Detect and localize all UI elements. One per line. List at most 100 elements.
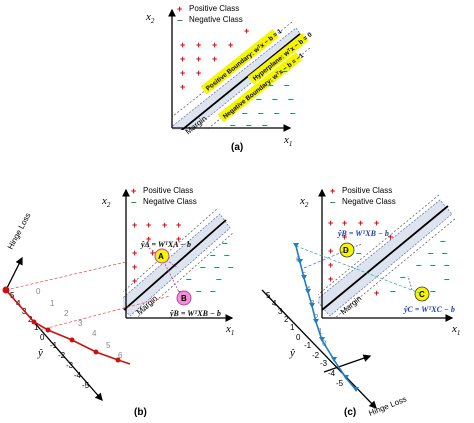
svg-text:-2: -2 bbox=[312, 351, 320, 360]
svg-text:+: + bbox=[328, 246, 333, 256]
svg-text:1: 1 bbox=[318, 327, 323, 336]
equation-a: ŷA = WᵀXA − b bbox=[140, 240, 191, 249]
svg-text:+: + bbox=[342, 232, 347, 242]
svg-text:+: + bbox=[132, 276, 137, 286]
legend: + Positive Class – Negative Class bbox=[330, 186, 396, 208]
positive-legend-marker: + bbox=[177, 4, 182, 14]
svg-text:+: + bbox=[132, 262, 137, 272]
svg-text:–: – bbox=[288, 94, 294, 105]
svg-text:2: 2 bbox=[28, 315, 33, 324]
svg-text:–: – bbox=[210, 250, 216, 261]
positive-points: + + + + + + + + + + bbox=[328, 218, 393, 298]
legend: + Positive Class – Negative Class bbox=[131, 186, 197, 208]
svg-text:+: + bbox=[131, 186, 136, 196]
loss-ticks: 012 345 6 bbox=[36, 287, 123, 360]
svg-text:-3: -3 bbox=[320, 359, 328, 368]
svg-text:–: – bbox=[444, 274, 450, 285]
caption-b: (b) bbox=[134, 407, 147, 418]
svg-text:–: – bbox=[224, 250, 230, 261]
svg-text:-1: -1 bbox=[50, 341, 58, 350]
negative-points: – – – – – – – – – – – – – bbox=[230, 66, 296, 131]
hyperplane-line bbox=[180, 33, 301, 130]
svg-text:+: + bbox=[244, 26, 249, 36]
hyperplane-line bbox=[123, 219, 227, 311]
svg-text:+: + bbox=[180, 68, 185, 78]
svg-text:-5: -5 bbox=[336, 379, 344, 388]
svg-text:+: + bbox=[196, 68, 201, 78]
svg-text:+: + bbox=[196, 54, 201, 64]
svg-text:Negative Class: Negative Class bbox=[143, 197, 197, 206]
svg-text:–: – bbox=[268, 80, 274, 91]
caption-c: (c) bbox=[344, 407, 356, 418]
svg-text:+: + bbox=[196, 40, 201, 50]
svg-text:+: + bbox=[212, 54, 217, 64]
svg-text:–: – bbox=[210, 286, 216, 297]
svg-text:+: + bbox=[180, 40, 185, 50]
svg-text:4: 4 bbox=[92, 329, 97, 338]
svg-text:+: + bbox=[180, 82, 185, 92]
svg-text:-4: -4 bbox=[328, 369, 336, 378]
svg-text:+: + bbox=[342, 218, 347, 228]
point-a-label: A bbox=[158, 252, 164, 261]
svg-text:+: + bbox=[328, 260, 333, 270]
svg-text:-3: -3 bbox=[66, 361, 74, 370]
y-hat-label: ŷ bbox=[37, 347, 43, 359]
svg-text:1: 1 bbox=[50, 299, 55, 308]
point-b-label: B bbox=[181, 294, 187, 303]
svg-text:Negative Class: Negative Class bbox=[342, 197, 396, 206]
caption-a: (a) bbox=[231, 142, 243, 153]
svg-text:–: – bbox=[430, 286, 436, 297]
svg-text:–: – bbox=[284, 80, 290, 91]
svg-text:–: – bbox=[246, 120, 252, 131]
svg-text:1: 1 bbox=[34, 323, 39, 332]
svg-text:–: – bbox=[222, 238, 228, 249]
svg-text:–: – bbox=[428, 248, 434, 259]
svg-text:–: – bbox=[228, 262, 234, 273]
svg-text:0: 0 bbox=[40, 333, 45, 342]
svg-text:2: 2 bbox=[314, 313, 319, 322]
svg-text:+: + bbox=[150, 248, 155, 258]
svg-text:-1: -1 bbox=[304, 341, 312, 350]
svg-text:3: 3 bbox=[78, 319, 83, 328]
svg-text:4: 4 bbox=[272, 299, 277, 308]
svg-text:+: + bbox=[374, 288, 379, 298]
svg-text:–: – bbox=[274, 108, 280, 119]
y-axis-label: x2 bbox=[145, 11, 155, 25]
y-axis-label: x2 bbox=[299, 195, 309, 209]
svg-text:3: 3 bbox=[278, 307, 283, 316]
svg-text:+: + bbox=[228, 40, 233, 50]
x-axis-label: x1 bbox=[283, 134, 292, 148]
svg-text:Hinge Loss: Hinge Loss bbox=[367, 395, 407, 418]
svg-text:+: + bbox=[374, 218, 379, 228]
svg-text:+: + bbox=[146, 234, 151, 244]
svg-text:+: + bbox=[132, 220, 137, 230]
svg-text:+: + bbox=[388, 232, 393, 242]
panel-a: Positive Boundary: wᵀx − b = 1 Hyperplan… bbox=[145, 4, 312, 153]
svg-text:+: + bbox=[162, 220, 167, 230]
svg-text:–: – bbox=[290, 108, 296, 119]
hinge-loss-axis bbox=[323, 354, 372, 373]
point-a-marker bbox=[154, 248, 170, 264]
svg-text:+: + bbox=[212, 40, 217, 50]
svg-text:–: – bbox=[416, 260, 422, 271]
point-b-marker bbox=[176, 290, 192, 306]
svg-text:-5: -5 bbox=[82, 381, 90, 390]
svg-text:–: – bbox=[242, 108, 248, 119]
svg-text:–: – bbox=[272, 94, 278, 105]
equation-b: ŷB = WᵀXB − b bbox=[169, 309, 221, 318]
svg-text:Positive Class: Positive Class bbox=[189, 4, 239, 13]
positive-points: + + + + + + + + + + bbox=[132, 220, 181, 286]
svg-text:–: – bbox=[282, 66, 288, 77]
panel-c: + + + + + + + + + + – – – – – – – – – – – Margin … bbox=[261, 186, 460, 418]
svg-text:-4: -4 bbox=[74, 371, 82, 380]
x-axis-label: x1 bbox=[225, 323, 234, 337]
svg-text:2: 2 bbox=[284, 315, 289, 324]
y-axis-label: x2 bbox=[101, 195, 111, 209]
svg-text:-2: -2 bbox=[58, 351, 66, 360]
x-axis-label: x1 bbox=[451, 323, 460, 337]
svg-text:–: – bbox=[186, 274, 192, 285]
positive-points: + + + + + + + + + + + bbox=[180, 26, 249, 92]
svg-text:+: + bbox=[132, 248, 137, 258]
hinge-loss-axis bbox=[5, 256, 23, 291]
